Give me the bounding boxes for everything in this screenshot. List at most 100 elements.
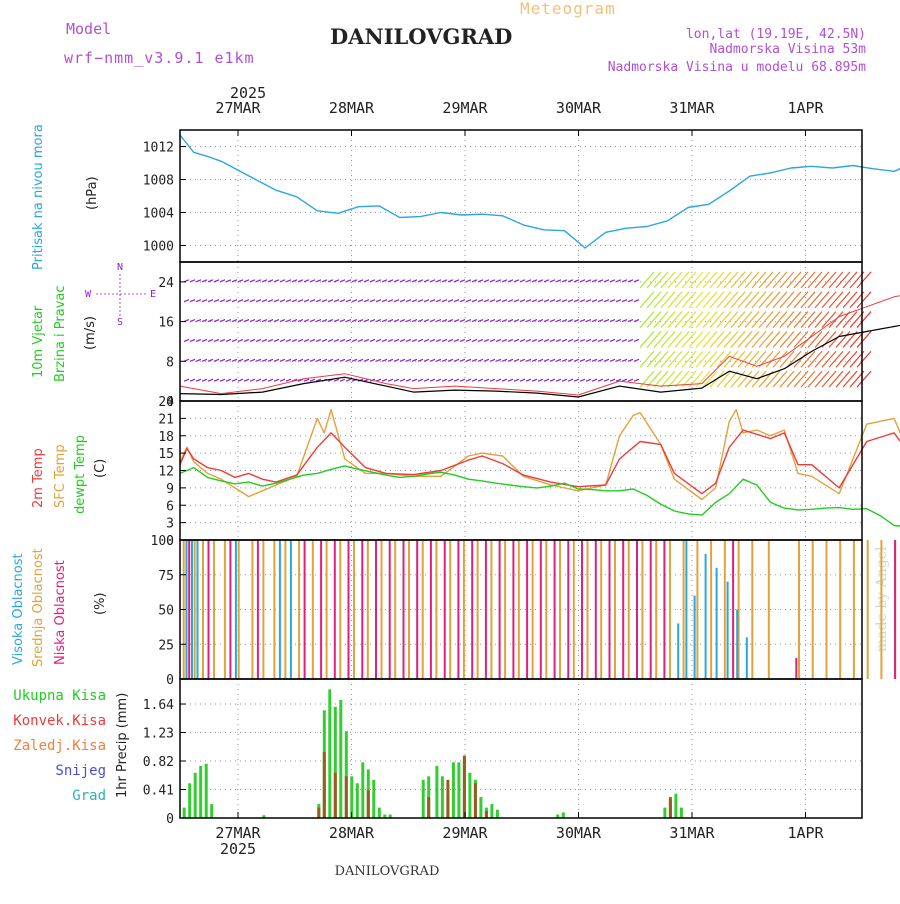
wind-barb-strong <box>779 350 795 368</box>
wind-barb <box>279 358 286 362</box>
bottom-date-label: 30MAR <box>556 824 602 842</box>
cloud-bar <box>347 540 350 679</box>
temp-unit: (C) <box>93 459 108 478</box>
wind-barb <box>465 319 472 323</box>
wind-barb <box>345 279 352 283</box>
cloud-bar <box>388 540 391 679</box>
wind-barb <box>543 279 550 283</box>
precip-bar <box>446 779 450 818</box>
wind-barb <box>255 378 262 382</box>
wind-barb-strong <box>646 271 662 289</box>
wind-barb <box>387 338 394 342</box>
wind-barb <box>525 358 532 362</box>
wind-barb-strong <box>835 370 851 388</box>
wind-barb <box>477 338 484 342</box>
wind-barb-strong <box>709 291 725 309</box>
wind-barb <box>471 358 478 362</box>
wind-barb <box>453 378 460 382</box>
wind-barb <box>435 378 442 382</box>
wind-barb <box>423 358 430 362</box>
y-tick-label: 1012 <box>143 141 174 156</box>
wind-barb <box>375 338 382 342</box>
wind-barb-strong <box>667 331 683 348</box>
wind-barb <box>579 319 586 323</box>
wind-barb <box>627 319 634 323</box>
y-tick-label: 0.41 <box>143 784 174 799</box>
wind-barb-strong <box>814 291 830 309</box>
cloud-bar <box>723 540 726 679</box>
wind-barb <box>363 338 370 342</box>
wind-barb-strong <box>639 350 655 368</box>
wind-barb <box>615 319 622 323</box>
wind-barb <box>609 338 616 342</box>
wind-barb <box>297 358 304 362</box>
wind-barb-strong <box>793 350 809 368</box>
wind-barb <box>453 358 460 362</box>
wind-barb <box>489 279 496 283</box>
wind-barb-strong <box>835 291 851 309</box>
wind-barb <box>417 358 424 362</box>
wind-barb-strong <box>688 271 704 289</box>
wind-barb <box>555 358 562 362</box>
wind-barb <box>213 378 220 382</box>
wind-barb <box>411 338 418 342</box>
wind-barb <box>303 378 310 382</box>
wind-barb-strong <box>758 331 774 348</box>
wind-barb-strong <box>821 271 837 289</box>
cloud-bar <box>223 540 226 679</box>
cloud-bar <box>394 540 397 679</box>
y-tick-label: 0 <box>166 673 174 688</box>
cloud-bar <box>429 540 432 679</box>
cloud-bar <box>193 540 196 679</box>
wind-barb <box>627 358 634 362</box>
wind-barb <box>309 279 316 283</box>
wind-barb <box>321 358 328 362</box>
cloud-bar <box>677 623 680 679</box>
wind-barb <box>339 378 346 382</box>
wind-barb <box>615 378 622 382</box>
wind-barb <box>519 299 526 303</box>
wind-barb <box>267 279 274 283</box>
cloud-bar <box>663 540 666 679</box>
wind-barb-strong <box>807 311 823 328</box>
cloud-bar <box>704 553 707 679</box>
wind-barb-strong <box>646 311 662 328</box>
wind-barb <box>315 358 322 362</box>
wind-barb <box>579 279 586 283</box>
wind-barb-strong <box>660 271 676 289</box>
wind-barb <box>609 378 616 382</box>
cloud-bar <box>795 658 798 679</box>
wind-barb <box>387 358 394 362</box>
wind-barb <box>267 319 274 323</box>
wind-barb <box>213 279 220 283</box>
wind-barb <box>303 299 310 303</box>
wind-barb-strong <box>786 350 802 368</box>
wind-barb <box>381 338 388 342</box>
cloud-bar <box>559 540 561 679</box>
wind-barb <box>279 299 286 303</box>
wind-barb <box>249 319 256 323</box>
wind-barb <box>423 319 430 323</box>
wind-barb <box>561 378 568 382</box>
y-tick-label: 3 <box>166 517 174 532</box>
elevation-label: Nadmorska Visina 53m <box>709 42 866 57</box>
compass-north: N <box>117 262 123 273</box>
location-title: DANILOVGRAD <box>330 24 512 49</box>
wind-barb <box>291 319 298 323</box>
wind-barb <box>255 279 262 283</box>
wind-barb <box>231 358 238 362</box>
cloud-bar <box>303 540 306 679</box>
wind-barb <box>345 338 352 342</box>
wind-barb-strong <box>702 291 718 309</box>
wind-barb-strong <box>716 331 732 348</box>
wind-barb-strong <box>737 291 753 309</box>
precip-bar <box>435 765 439 818</box>
top-date-label: 1APR <box>787 99 824 117</box>
wind-barb <box>219 299 226 303</box>
wind-barb-strong <box>737 370 753 388</box>
wind-barb <box>393 378 400 382</box>
wind-barb-strong <box>793 370 809 388</box>
wind-barb <box>549 358 556 362</box>
wind-barb-strong <box>807 291 823 309</box>
